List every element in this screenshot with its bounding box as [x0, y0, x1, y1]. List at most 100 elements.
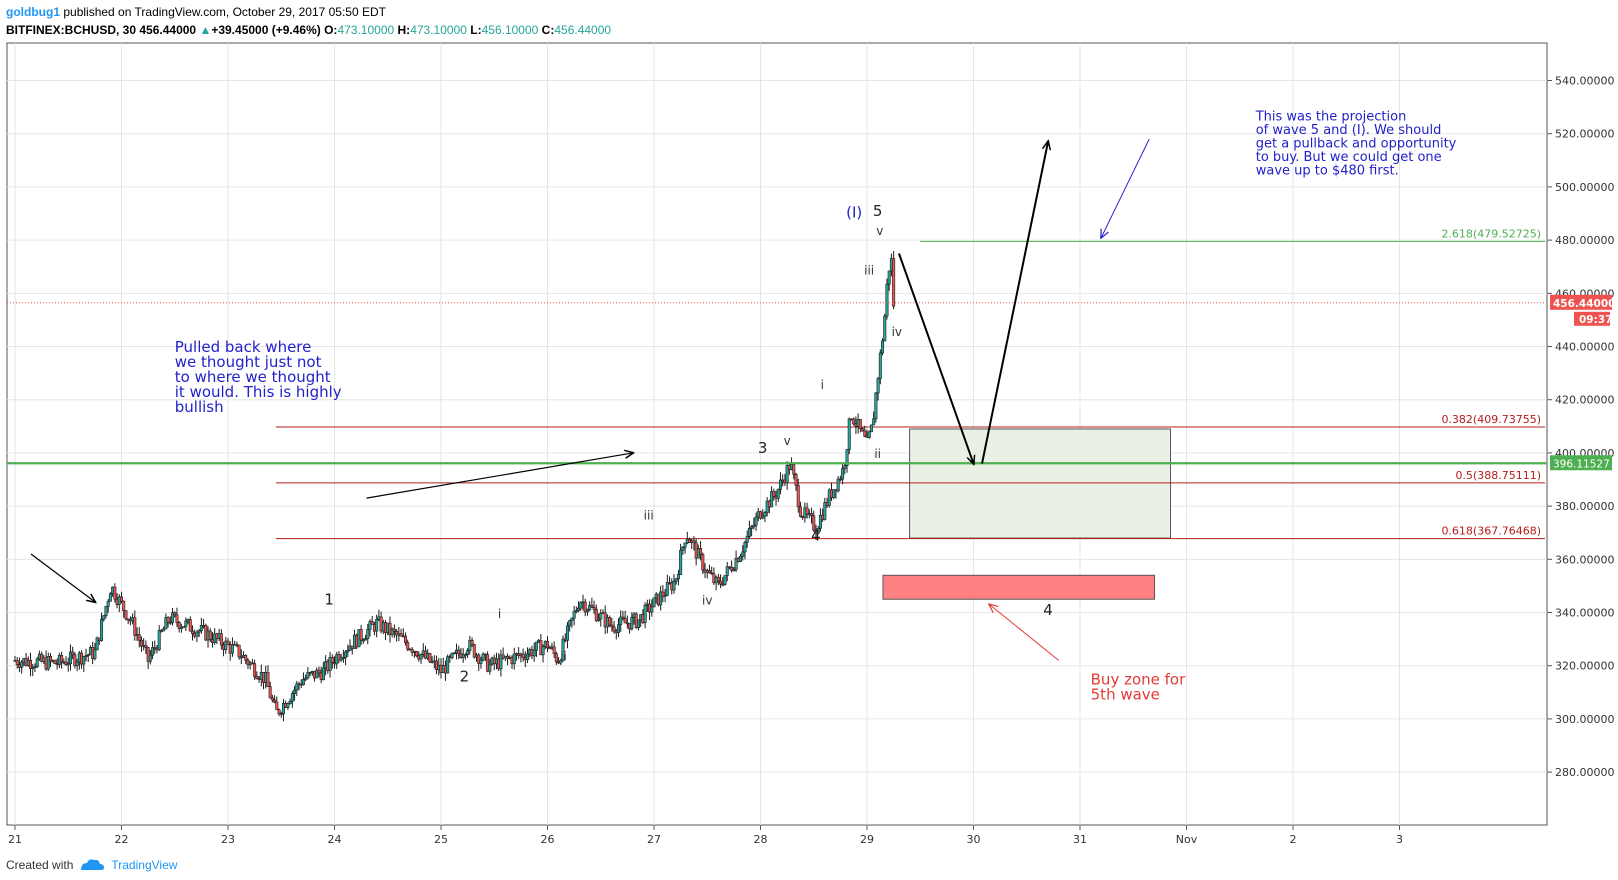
candle-body	[290, 693, 294, 702]
candle-body	[281, 702, 285, 715]
candle-body	[608, 617, 612, 626]
candle-body	[230, 644, 234, 654]
candle-body	[583, 601, 587, 613]
candle-body	[279, 713, 283, 715]
candle-body	[734, 557, 738, 570]
price-change: +39.45000 (+9.46%)	[211, 23, 321, 37]
y-tick-label: 380.00000	[1555, 500, 1615, 513]
candle-body	[701, 554, 705, 571]
candle-body	[534, 641, 538, 651]
candle-body	[619, 616, 623, 626]
candle-body	[707, 570, 711, 574]
candle-body	[885, 283, 889, 317]
candle-body	[148, 654, 152, 662]
candle-body	[470, 639, 474, 645]
candle-body	[763, 512, 767, 517]
annotation-text: This was the projection of wave 5 and (I)…	[1255, 109, 1457, 178]
candle-body	[308, 672, 312, 674]
candle-body	[428, 653, 432, 663]
y-tick-label: 360.00000	[1555, 553, 1615, 566]
candle-body	[446, 656, 450, 674]
y-tick-label: 340.00000	[1555, 607, 1615, 620]
candle-body	[15, 660, 19, 665]
candle-body	[175, 614, 179, 623]
candle-body	[330, 657, 334, 663]
candle-body	[652, 597, 656, 608]
candle-body	[339, 657, 343, 661]
countdown-badge-text: 09:37	[1579, 314, 1612, 326]
candle-body	[288, 701, 292, 705]
candle-body	[317, 669, 321, 674]
candle-body	[594, 609, 598, 622]
candle-body	[577, 607, 581, 611]
candle-body	[457, 649, 461, 655]
candle-body	[692, 540, 696, 544]
candle-body	[716, 576, 720, 582]
candle-body	[273, 699, 277, 703]
candle-body	[100, 619, 104, 641]
candle-body	[676, 574, 680, 580]
x-tick-label: 29	[860, 833, 874, 846]
subwave-label: iii	[644, 508, 654, 522]
candle-body	[463, 654, 467, 656]
candle-body	[745, 536, 749, 543]
candle-body	[461, 654, 465, 658]
candle-body	[403, 635, 407, 643]
candle-body	[293, 689, 297, 694]
candle-body	[486, 654, 490, 672]
candle-body	[892, 258, 896, 307]
candle-body	[810, 513, 814, 517]
arrows	[30, 138, 1150, 661]
candle-body	[506, 655, 510, 659]
candle-body	[681, 546, 685, 551]
candle-body	[255, 676, 259, 679]
candle-body	[739, 555, 743, 562]
candle-body	[253, 663, 257, 677]
candle-body	[792, 464, 796, 475]
candle-body	[863, 430, 867, 437]
candle-body	[785, 465, 789, 484]
close-value: 456.44000	[554, 23, 612, 37]
candle-body	[730, 566, 734, 571]
candle-body	[182, 626, 186, 628]
candle-body	[585, 609, 589, 613]
candle-body	[108, 593, 112, 602]
candle-body	[794, 473, 798, 486]
zones	[882, 428, 1172, 600]
x-tick-label: 31	[1073, 833, 1087, 846]
wave-label: 3	[758, 439, 768, 457]
annotation-arrow	[366, 453, 632, 499]
candle-body	[60, 654, 64, 663]
fib-label: 0.618(367.76468)	[1441, 525, 1541, 538]
tradingview-link[interactable]: TradingView	[111, 858, 178, 872]
candle-body	[191, 630, 195, 634]
candle-body	[106, 601, 110, 607]
candle-body	[597, 618, 601, 622]
candle-body	[887, 270, 891, 285]
candle-body	[725, 566, 729, 576]
publish-info: published on TradingView.com, October 29…	[63, 5, 386, 19]
author-link[interactable]: goldbug1	[6, 5, 60, 19]
annotation-arrow	[30, 553, 95, 602]
candle-body	[747, 528, 751, 537]
annotation-arrow	[898, 253, 974, 463]
candle-body	[366, 629, 370, 640]
candle-body	[137, 634, 141, 641]
last-price: 456.44000	[139, 23, 197, 37]
candle-body	[623, 618, 627, 624]
y-tick-label: 280.00000	[1555, 766, 1615, 779]
candle-body	[73, 654, 77, 667]
candle-body	[452, 652, 456, 655]
wave-label: 5	[873, 202, 883, 220]
tradingview-logo-icon[interactable]	[79, 858, 105, 872]
candle-body	[798, 506, 802, 517]
fib-levels: 2.618(479.52725) 0.382(409.73755) 0.5(388.…	[275, 227, 1545, 540]
candle-body	[554, 653, 558, 663]
candle-body	[268, 686, 272, 699]
candle-body	[184, 620, 188, 627]
candle-body	[683, 542, 687, 548]
subwave-label: v	[876, 224, 883, 238]
candle-body	[246, 659, 250, 666]
current-price-badge-text: 456.44000	[1553, 298, 1615, 310]
